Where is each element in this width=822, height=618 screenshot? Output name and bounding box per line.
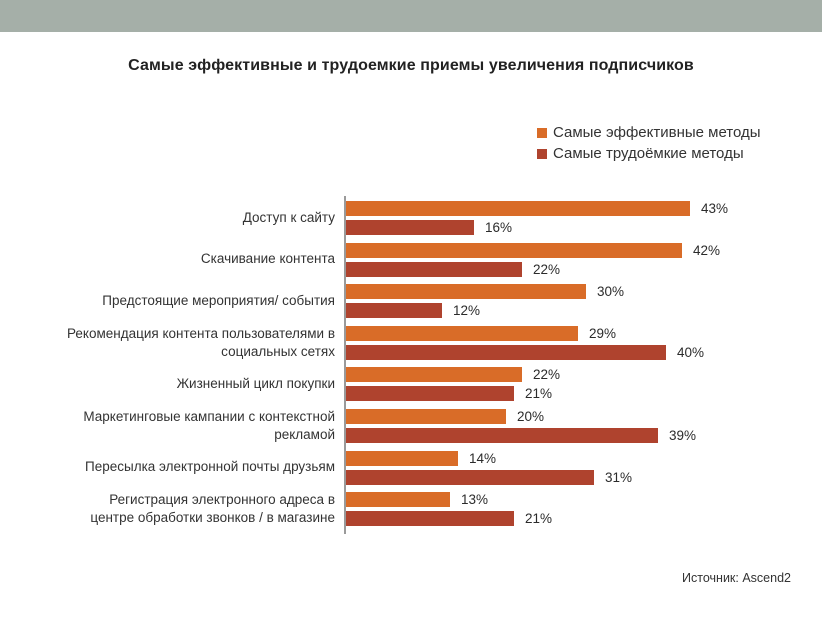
bar-effective — [346, 367, 522, 383]
bar-line-effective: 43% — [346, 201, 728, 216]
value-label: 12% — [453, 303, 481, 319]
bar-line-effective: 29% — [346, 325, 704, 341]
value-label: 31% — [605, 469, 633, 485]
category-label: Рекомендация контента пользователями в со… — [67, 325, 335, 359]
bar-chart: Доступ к сайту 43% 16% Скачивание контента 4… — [44, 196, 784, 534]
bar-line-effective: 30% — [346, 284, 625, 300]
bar-laborious — [346, 386, 514, 402]
bar-effective — [346, 325, 578, 341]
legend-item-effective: Самые эффективные методы — [537, 122, 761, 143]
bar-effective — [346, 242, 682, 258]
bar-line-laborious: 12% — [346, 303, 624, 319]
value-label: 16% — [485, 220, 513, 235]
value-label: 30% — [597, 284, 625, 300]
value-label: 29% — [589, 325, 617, 341]
legend-swatch-laborious-icon — [537, 148, 547, 159]
bar-effective — [346, 450, 458, 466]
value-label: 20% — [517, 408, 545, 424]
bar-line-laborious: 22% — [346, 261, 720, 277]
value-label: 40% — [677, 344, 705, 360]
header-band — [0, 0, 822, 32]
bar-effective — [346, 201, 690, 216]
chart-row: Маркетинговые кампании с контекстной рекл… — [44, 405, 784, 447]
category-label: Маркетинговые кампании с контекстной рекл… — [83, 408, 335, 442]
bar-group: 30% 12% — [346, 280, 624, 322]
chart-row: Рекомендация контента пользователями в со… — [44, 322, 784, 364]
category-label: Регистрация электронного адреса в центре … — [90, 491, 335, 525]
chart-row: Доступ к сайту 43% 16% — [44, 197, 784, 239]
bar-group: 14% 31% — [346, 447, 632, 489]
bar-group: 42% 22% — [346, 239, 720, 281]
legend-item-laborious: Самые трудоёмкие методы — [537, 143, 761, 164]
category-label: Доступ к сайту — [242, 209, 335, 225]
bar-laborious — [346, 511, 514, 527]
bar-laborious — [346, 427, 658, 443]
legend-label-laborious: Самые трудоёмкие методы — [553, 145, 744, 162]
chart-title: Самые эффективные и трудоемкие приемы ув… — [128, 57, 694, 74]
value-label: 42% — [693, 242, 721, 258]
category-label: Пересылка электронной почты друзьям — [85, 459, 335, 475]
value-label: 22% — [533, 261, 561, 277]
legend: Самые эффективные методы Самые трудоёмки… — [537, 122, 761, 164]
value-label: 21% — [525, 386, 553, 402]
bar-laborious — [346, 261, 522, 277]
chart-row: Скачивание контента 42% 22% — [44, 239, 784, 281]
bar-line-effective: 20% — [346, 408, 696, 424]
bar-laborious — [346, 220, 474, 235]
bar-effective — [346, 408, 506, 424]
bar-line-effective: 22% — [346, 367, 561, 383]
legend-swatch-effective-icon — [537, 127, 547, 138]
chart-row: Жизненный цикл покупки 22% 21% — [44, 363, 784, 405]
category-label: Скачивание контента — [200, 251, 335, 267]
value-label: 14% — [469, 450, 497, 466]
bar-line-laborious: 39% — [346, 427, 697, 443]
y-axis-line — [344, 196, 346, 534]
bar-line-laborious: 16% — [346, 220, 728, 235]
value-label: 43% — [701, 201, 729, 216]
bar-group: 22% 21% — [346, 363, 560, 405]
bar-group: 43% 16% — [346, 197, 728, 239]
bar-line-effective: 42% — [346, 242, 721, 258]
source-note: Источник: Ascend2 — [682, 571, 791, 585]
bar-group: 29% 40% — [346, 322, 704, 364]
bar-line-effective: 13% — [346, 492, 552, 508]
bar-line-effective: 14% — [346, 450, 632, 466]
chart-row: Предстоящие мероприятия/ события 30% 12% — [44, 280, 784, 322]
value-label: 22% — [533, 367, 561, 383]
category-label: Жизненный цикл покупки — [176, 376, 335, 392]
bar-laborious — [346, 303, 442, 319]
bar-line-laborious: 40% — [346, 344, 705, 360]
chart-row: Пересылка электронной почты друзьям 14% 31… — [44, 447, 784, 489]
bar-effective — [346, 492, 450, 508]
bar-group: 20% 39% — [346, 405, 696, 447]
value-label: 21% — [525, 511, 553, 527]
value-label: 13% — [461, 492, 489, 508]
bar-laborious — [346, 469, 594, 485]
bar-effective — [346, 284, 586, 300]
bar-laborious — [346, 344, 666, 360]
bar-line-laborious: 31% — [346, 469, 633, 485]
value-label: 39% — [669, 427, 697, 443]
category-label: Предстоящие мероприятия/ события — [102, 292, 335, 308]
bar-line-laborious: 21% — [346, 386, 560, 402]
legend-label-effective: Самые эффективные методы — [553, 124, 761, 141]
bar-group: 13% 21% — [346, 488, 552, 530]
chart-row: Регистрация электронного адреса в центре … — [44, 488, 784, 530]
bar-line-laborious: 21% — [346, 511, 553, 527]
